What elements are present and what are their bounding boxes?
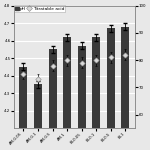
- Legend: pH, Titratable acid: pH, Titratable acid: [14, 5, 65, 12]
- Bar: [48, 50, 57, 150]
- Bar: [63, 37, 71, 150]
- Bar: [107, 28, 115, 150]
- Bar: [78, 46, 86, 150]
- Bar: [92, 37, 100, 150]
- Bar: [34, 84, 42, 150]
- Bar: [19, 67, 27, 150]
- Bar: [121, 27, 129, 150]
